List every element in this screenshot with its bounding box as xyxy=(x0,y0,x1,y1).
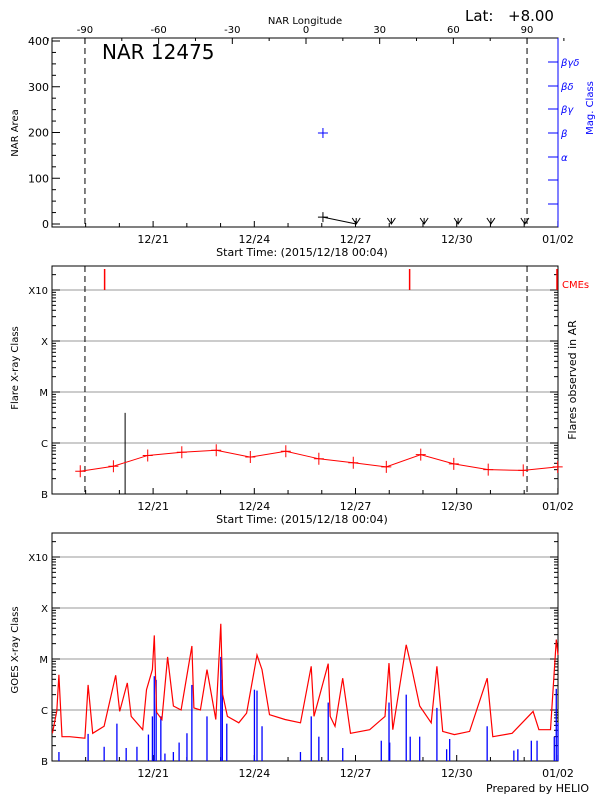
flares-observed-axis-title: Flares observed in AR xyxy=(566,320,579,440)
x-tick-label: 12/30 xyxy=(441,233,473,246)
area-point-arrow xyxy=(386,217,396,225)
x-tick-label: 01/02 xyxy=(542,233,574,246)
x-tick-label: 12/24 xyxy=(239,500,271,513)
area-point-arrow xyxy=(419,217,429,225)
area-point-arrow xyxy=(486,217,496,225)
longitude-tick-label: -30 xyxy=(224,25,240,36)
flare-class-point xyxy=(176,446,187,459)
longitude-tick-label: 60 xyxy=(447,25,460,36)
longitude-axis-title: NAR Longitude xyxy=(268,16,342,27)
x-tick-label: 01/02 xyxy=(542,500,574,513)
x-tick-label: 12/27 xyxy=(340,233,372,246)
mag-class-tick-label: βγδ xyxy=(560,58,579,69)
y-tick-label: C xyxy=(41,439,48,450)
lat-value: +8.00 xyxy=(508,7,554,25)
y-tick-label: M xyxy=(39,388,48,399)
mag-class-tick-label: β xyxy=(560,129,568,140)
area-point-arrow xyxy=(351,217,361,225)
longitude-tick-label: 90 xyxy=(521,25,534,36)
flare-class-point xyxy=(415,448,426,461)
y-tick-label: X xyxy=(41,337,48,348)
panel-goes-xray: 12/21 12/24 12/27 12/30 01/02 B C M X X10 xyxy=(28,532,574,780)
y-tick-label: X10 xyxy=(28,553,48,564)
prepared-by: Prepared by HELIO xyxy=(486,782,589,795)
y-tick-label: B xyxy=(41,757,48,768)
goes-long-line xyxy=(51,623,559,739)
flare-class-point xyxy=(381,460,392,473)
flare-class-point xyxy=(552,460,563,473)
y-tick-label: X10 xyxy=(28,286,48,297)
panel2-frame xyxy=(51,265,559,495)
longitude-tick-label: 30 xyxy=(373,25,386,36)
flare-class-point xyxy=(108,460,119,473)
x-tick-label: 12/27 xyxy=(340,500,372,513)
y-tick-label: 200 xyxy=(28,127,49,140)
panel2-xlabel: Start Time: (2015/12/18 00:04) xyxy=(216,513,388,526)
flare-class-point xyxy=(313,452,324,465)
flare-class-point xyxy=(142,449,153,462)
cme-label: CMEs xyxy=(562,280,589,291)
panel-flare-class: 12/21 12/24 12/27 12/30 01/02 B C M X X10 xyxy=(28,265,574,513)
x-tick-label: 12/21 xyxy=(137,500,169,513)
area-line xyxy=(322,216,357,225)
y-tick-label: 0 xyxy=(42,218,49,231)
mag-class-point xyxy=(317,128,328,138)
y-tick-label: 400 xyxy=(28,35,49,48)
x-tick-label: 01/02 xyxy=(542,767,574,780)
longitude-tick-label: -90 xyxy=(77,25,93,36)
mag-class-tick-label: α xyxy=(561,153,568,164)
mag-class-axis-title: Mag. Class xyxy=(585,81,596,135)
goes-class-axis-title: GOES X-ray Class xyxy=(10,606,21,693)
area-point-arrow xyxy=(520,217,530,225)
y-tick-label: 100 xyxy=(28,172,49,185)
y-tick-label: 300 xyxy=(28,81,49,94)
flare-class-point xyxy=(75,465,86,478)
flare-class-point xyxy=(483,463,494,476)
x-tick-label: 12/21 xyxy=(137,233,169,246)
flare-class-point xyxy=(518,464,529,477)
x-tick-label: 12/24 xyxy=(239,767,271,780)
x-tick-label: 12/27 xyxy=(340,767,372,780)
y-tick-label: M xyxy=(39,655,48,666)
panel-nar-area: 12/21 12/24 12/27 12/30 01/020100200300400-9… xyxy=(28,25,579,246)
area-point-plus xyxy=(317,212,328,223)
x-tick-label: 12/30 xyxy=(441,767,473,780)
flare-class-point xyxy=(211,444,222,457)
mag-class-tick-label: βδ xyxy=(560,82,574,93)
flare-class-point xyxy=(448,457,459,470)
flare-class-point xyxy=(348,456,359,469)
y-tick-label: C xyxy=(41,706,48,717)
nar-area-axis-title: NAR Area xyxy=(10,109,21,156)
panel3-frame xyxy=(51,532,559,762)
longitude-tick-label: 0 xyxy=(303,25,309,36)
flare-class-axis-title: Flare X-ray Class xyxy=(10,326,21,410)
area-point-arrow xyxy=(453,217,463,225)
flare-class-point xyxy=(280,445,291,458)
y-tick-label: X xyxy=(41,604,48,615)
x-tick-label: 12/24 xyxy=(239,233,271,246)
panel1-frame xyxy=(51,37,559,228)
longitude-tick-label: -60 xyxy=(150,25,166,36)
lat-label: Lat: xyxy=(465,7,493,25)
x-tick-label: 12/30 xyxy=(441,500,473,513)
flare-class-point xyxy=(245,451,256,464)
panel1-xlabel: Start Time: (2015/12/18 00:04) xyxy=(216,246,388,259)
x-tick-label: 12/21 xyxy=(137,767,169,780)
y-tick-label: B xyxy=(41,490,48,501)
mag-class-tick-label: βγ xyxy=(560,105,574,116)
